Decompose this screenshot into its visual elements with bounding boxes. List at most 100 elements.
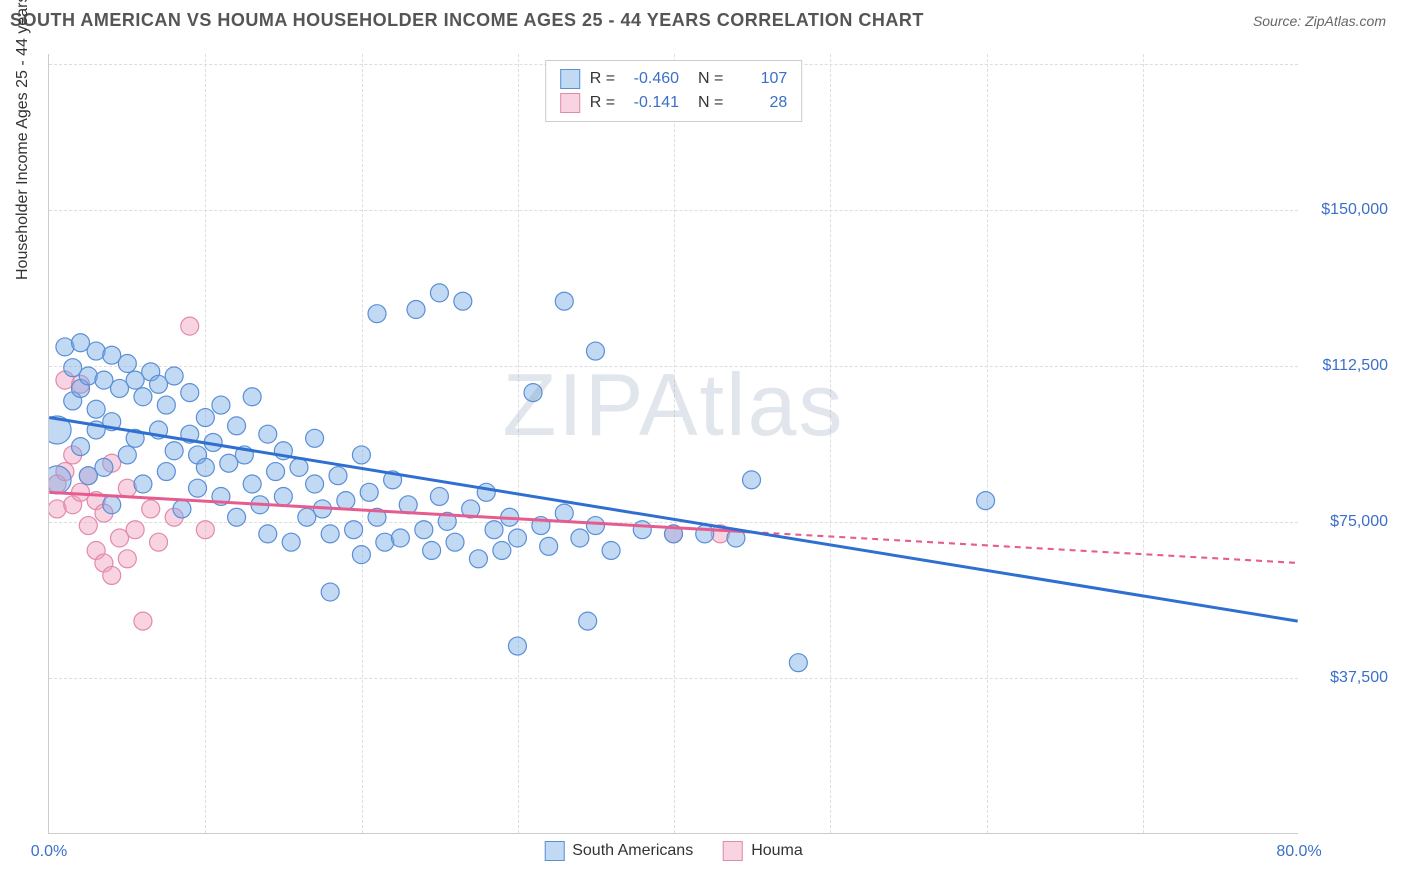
scatter-point [586, 342, 604, 360]
scatter-point [274, 487, 292, 505]
scatter-point [368, 305, 386, 323]
chart-plot-area: R = -0.460 N = 107 R = -0.141 N = 28 ZIP… [48, 54, 1298, 834]
legend: South Americans Houma [544, 841, 803, 861]
scatter-point [196, 409, 214, 427]
scatter-point [454, 292, 472, 310]
scatter-point [423, 541, 441, 559]
y-tick-label: $150,000 [1308, 201, 1388, 219]
scatter-point [290, 458, 308, 476]
scatter-point [157, 396, 175, 414]
stat-n-label: N = [689, 70, 723, 88]
scatter-point [267, 463, 285, 481]
scatter-point [196, 458, 214, 476]
scatter-point [493, 541, 511, 559]
stat-n-label: N = [689, 94, 723, 112]
scatter-point [306, 475, 324, 493]
scatter-point [134, 475, 152, 493]
scatter-point [181, 384, 199, 402]
legend-label-sa: South Americans [572, 842, 693, 860]
scatter-point [337, 492, 355, 510]
stat-r-label: R = [590, 94, 615, 112]
scatter-point [212, 396, 230, 414]
legend-item-houma: Houma [723, 841, 803, 861]
scatter-point [586, 517, 604, 535]
legend-label-houma: Houma [751, 842, 803, 860]
scatter-point [95, 458, 113, 476]
scatter-point [259, 525, 277, 543]
legend-item-south-americans: South Americans [544, 841, 693, 861]
scatter-point [789, 654, 807, 672]
scatter-point [165, 367, 183, 385]
scatter-point [602, 541, 620, 559]
scatter-point [49, 466, 71, 494]
scatter-point [243, 388, 261, 406]
scatter-point [524, 384, 542, 402]
scatter-point [282, 533, 300, 551]
scatter-point [321, 525, 339, 543]
scatter-point [72, 438, 90, 456]
scatter-point [228, 417, 246, 435]
scatter-point [407, 301, 425, 319]
scatter-point [173, 500, 191, 518]
chart-title: SOUTH AMERICAN VS HOUMA HOUSEHOLDER INCO… [10, 10, 924, 31]
scatter-point [259, 425, 277, 443]
scatter-point [508, 529, 526, 547]
source-attribution: Source: ZipAtlas.com [1253, 13, 1386, 29]
scatter-point [743, 471, 761, 489]
y-tick-label: $112,500 [1308, 357, 1388, 375]
stat-n-value-houma: 28 [733, 94, 787, 112]
scatter-point [243, 475, 261, 493]
scatter-point [165, 442, 183, 460]
scatter-point [360, 483, 378, 501]
scatter-point [181, 317, 199, 335]
scatter-point [477, 483, 495, 501]
scatter-point [87, 400, 105, 418]
scatter-point [446, 533, 464, 551]
y-axis-label: Householder Income Ages 25 - 44 years [14, 0, 32, 280]
scatter-point [118, 446, 136, 464]
scatter-point [228, 508, 246, 526]
source-name: ZipAtlas.com [1305, 13, 1386, 29]
swatch-houma [560, 93, 580, 113]
scatter-point [352, 546, 370, 564]
scatter-point [391, 529, 409, 547]
scatter-point [150, 533, 168, 551]
scatter-point [329, 467, 347, 485]
scatter-point [142, 500, 160, 518]
scatter-point [306, 429, 324, 447]
stat-r-label: R = [590, 70, 615, 88]
scatter-point [415, 521, 433, 539]
scatter-point [485, 521, 503, 539]
y-tick-label: $37,500 [1308, 669, 1388, 687]
scatter-point [157, 463, 175, 481]
stat-r-value-sa: -0.460 [625, 70, 679, 88]
scatter-point [555, 292, 573, 310]
scatter-point [189, 479, 207, 497]
swatch-south-americans [560, 69, 580, 89]
scatter-point [633, 521, 651, 539]
stats-row-houma: R = -0.141 N = 28 [560, 91, 788, 115]
scatter-point [579, 612, 597, 630]
scatter-point [540, 537, 558, 555]
scatter-point [571, 529, 589, 547]
scatter-point [469, 550, 487, 568]
scatter-point [126, 521, 144, 539]
scatter-point [103, 566, 121, 584]
scatter-point [352, 446, 370, 464]
scatter-point [345, 521, 363, 539]
scatter-point [430, 487, 448, 505]
scatter-point [196, 521, 214, 539]
scatter-point [79, 517, 97, 535]
x-tick-label: 80.0% [1276, 843, 1321, 861]
x-tick-label: 0.0% [31, 843, 67, 861]
stat-n-value-sa: 107 [733, 70, 787, 88]
scatter-point [321, 583, 339, 601]
trend-line-dashed [752, 532, 1298, 563]
scatter-point [555, 504, 573, 522]
legend-swatch-houma [723, 841, 743, 861]
scatter-point [508, 637, 526, 655]
scatter-point [118, 550, 136, 568]
stats-row-south-americans: R = -0.460 N = 107 [560, 67, 788, 91]
stat-r-value-houma: -0.141 [625, 94, 679, 112]
scatter-point [134, 388, 152, 406]
